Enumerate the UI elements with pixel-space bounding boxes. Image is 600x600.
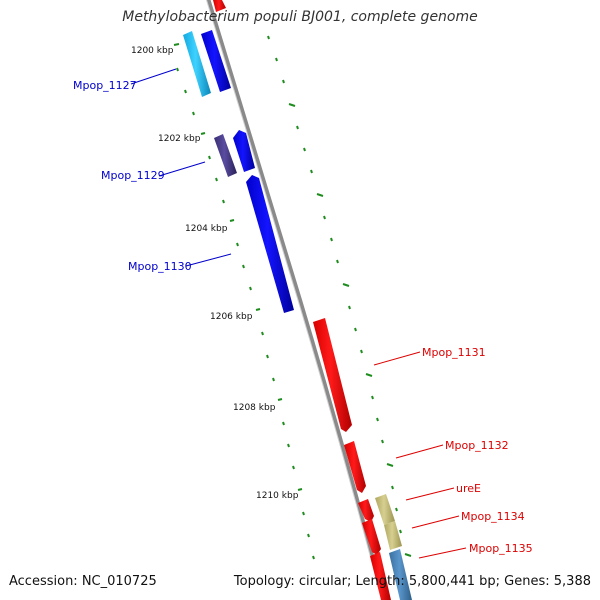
accession-text: Accession: NC_010725 [9,574,157,589]
gene-label-uree[interactable]: ureE [456,482,481,495]
gene-label-mpop-1135[interactable]: Mpop_1135 [469,542,533,555]
gene-uree[interactable] [358,499,374,522]
scale-label-1208: 1208 kbp [233,403,276,413]
genome-summary-text: Topology: circular; Length: 5,800,441 bp… [233,574,591,589]
gene-mpop-1134-red[interactable] [362,519,381,555]
gene-label-mpop-1131[interactable]: Mpop_1131 [422,346,486,359]
gene-mpop-1129[interactable] [233,130,255,172]
scale-label-1202: 1202 kbp [158,134,201,144]
gene-label-mpop-1134[interactable]: Mpop_1134 [461,510,525,523]
gene-mpop-1126[interactable] [183,31,211,97]
gene-mpop-1135-red[interactable] [370,552,391,600]
gene-mpop-1128[interactable] [214,134,237,177]
gene-khaki-2[interactable] [384,521,402,550]
gene-steel[interactable] [389,549,412,600]
outer-tick-ring [267,35,412,557]
gene-label-mpop-1129[interactable]: Mpop_1129 [101,169,165,182]
map-title: Methylobacterium populi BJ001, complete … [122,9,478,25]
scale-label-1200: 1200 kbp [131,46,174,56]
scale-label-1206: 1206 kbp [210,312,253,322]
gene-mpop-1127[interactable] [201,30,231,92]
gene-mpop-1132[interactable] [344,441,366,493]
gene-labels-reverse: Mpop_1131 Mpop_1132 ureE Mpop_1134 Mpop_… [422,346,533,555]
gene-top-red[interactable] [213,0,226,12]
inner-tick-ring [173,43,315,560]
gene-label-mpop-1130[interactable]: Mpop_1130 [128,260,192,273]
gene-labels-forward: Mpop_1127 Mpop_1129 Mpop_1130 [73,79,192,273]
leader-lines-forward [130,68,232,267]
gene-label-mpop-1132[interactable]: Mpop_1132 [445,439,509,452]
leader-lines-reverse [373,351,467,559]
scale-label-1204: 1204 kbp [185,224,228,234]
scale-label-1210: 1210 kbp [256,491,299,501]
backbone-highlight [206,0,383,600]
gene-khaki-1[interactable] [375,494,395,525]
scale-labels: 1200 kbp 1202 kbp 1204 kbp 1206 kbp 1208… [131,46,299,501]
gene-label-mpop-1127[interactable]: Mpop_1127 [73,79,137,92]
gene-mpop-1130[interactable] [246,175,294,313]
gene-mpop-1131[interactable] [313,318,352,432]
